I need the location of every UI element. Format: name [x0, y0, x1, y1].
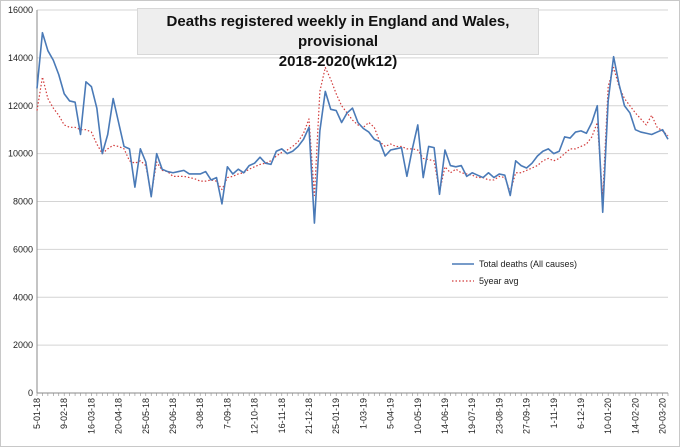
x-tick-label: 27-09-19: [522, 398, 532, 434]
x-tick-label: 29-06-18: [168, 398, 178, 434]
x-tick-label: 16-11-18: [277, 398, 287, 433]
y-tick-labels: 0 2000 4000 6000 8000 10000 12000 14000 16000: [8, 5, 33, 398]
x-tick-label: 10-05-19: [413, 398, 423, 434]
axes: [36, 10, 669, 396]
y-tick-label: 6000: [13, 244, 33, 254]
y-tick-label: 0: [28, 388, 33, 398]
chart-title: Deaths registered weekly in England and …: [166, 13, 510, 50]
x-tick-label: 23-08-19: [494, 398, 504, 434]
x-tick-label: 9-02-18: [59, 398, 69, 429]
legend-label-total-deaths: Total deaths (All causes): [479, 259, 577, 269]
y-tick-label: 8000: [13, 197, 33, 207]
y-tick-label: 4000: [13, 292, 33, 302]
y-tick-label: 2000: [13, 340, 33, 350]
chart-title-box: Deaths registered weekly in England and …: [137, 8, 539, 70]
series-lines: [36, 31, 669, 224]
x-tick-label: 3-08-18: [195, 398, 205, 429]
x-tick-label: 19-07-19: [467, 398, 477, 434]
x-tick-label: 20-04-18: [114, 398, 124, 434]
x-tick-label: 21-12-18: [304, 398, 314, 434]
y-tick-label: 16000: [8, 5, 33, 15]
legend-label-5year-avg: 5year avg: [479, 276, 519, 286]
series-line-5year-avg: [36, 66, 669, 198]
y-tick-label: 12000: [8, 101, 33, 111]
x-tick-label: 12-10-18: [250, 398, 260, 434]
x-tick-label: 16-03-18: [86, 398, 96, 434]
chart-subtitle: 2018-2020(wk12): [278, 53, 398, 70]
x-tick-label: 25-05-18: [141, 398, 151, 434]
x-tick-label: 5-01-18: [32, 398, 42, 429]
x-tick-label: 20-03-20: [658, 398, 668, 434]
legend: Total deaths (All causes) 5year avg: [452, 259, 577, 286]
x-tick-label: 7-09-18: [222, 398, 232, 429]
x-tick-label: 14-02-20: [630, 398, 640, 434]
x-tick-label: 5-04-19: [386, 398, 396, 429]
x-tick-label: 14-06-19: [440, 398, 450, 434]
x-tick-label: 10-01-20: [603, 398, 613, 434]
x-tick-label: 25-01-19: [331, 398, 341, 434]
y-tick-label: 10000: [8, 149, 33, 159]
x-tick-label: 1-03-19: [358, 398, 368, 429]
series-line-total-deaths: [36, 31, 669, 224]
x-tick-label: 1-11-19: [549, 398, 559, 428]
x-tick-label: 6-12-19: [576, 398, 586, 429]
x-tick-labels: 5-01-18 9-02-18 16-03-18 20-04-18 25-05-18 29…: [32, 398, 668, 434]
y-tick-label: 14000: [8, 53, 33, 63]
